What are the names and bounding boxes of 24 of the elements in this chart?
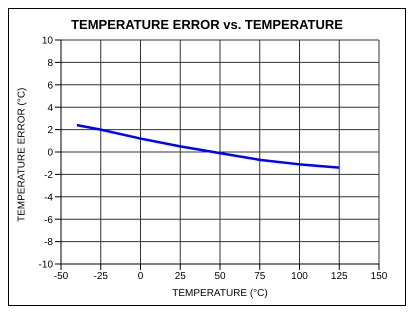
y-tick-label: -10 (38, 260, 54, 271)
chart-title: TEMPERATURE ERROR vs. TEMPERATURE (70, 17, 344, 32)
y-tick-label: 0 (47, 148, 54, 159)
x-axis-title: TEMPERATURE (°C) (172, 288, 268, 299)
x-tick-label: 0 (138, 271, 144, 282)
y-tick-label: 6 (47, 80, 54, 92)
x-tick-label: 125 (330, 271, 348, 282)
x-tick-label: 150 (370, 271, 388, 282)
y-tick-label: -6 (44, 214, 54, 226)
y-tick-label: -8 (44, 237, 54, 248)
y-tick-label: 8 (47, 58, 54, 69)
x-tick-label: -25 (94, 271, 108, 282)
x-tick-label: -50 (54, 271, 69, 282)
y-tick-label: 4 (47, 102, 54, 114)
y-tick-label: 2 (47, 125, 54, 136)
line-series (76, 124, 340, 169)
y-axis-title: TEMPERATURE ERROR (°C) (16, 88, 28, 222)
x-tick-label: 50 (214, 271, 226, 282)
x-tick-label: 100 (291, 271, 308, 282)
x-tick-label: 75 (254, 271, 266, 282)
y-tick-label: -4 (44, 192, 54, 204)
y-tick-label: -2 (44, 170, 54, 181)
y-tick-label: 10 (42, 36, 54, 47)
x-tick-label: 25 (174, 271, 186, 282)
